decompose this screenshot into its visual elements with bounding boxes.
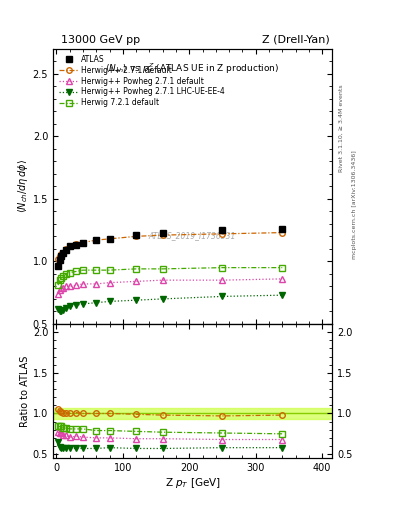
Legend: ATLAS, Herwig++ 2.7.1 default, Herwig++ Powheg 2.7.1 default, Herwig++ Powheg 2.: ATLAS, Herwig++ 2.7.1 default, Herwig++ … xyxy=(57,52,228,110)
Text: mcplots.cern.ch [arXiv:1306.3436]: mcplots.cern.ch [arXiv:1306.3436] xyxy=(352,151,357,259)
Text: ATLAS_2019_I1736531: ATLAS_2019_I1736531 xyxy=(149,231,236,240)
Bar xyxy=(53,408,332,419)
Text: Z (Drell-Yan): Z (Drell-Yan) xyxy=(263,35,330,45)
Text: Rivet 3.1.10, ≥ 3.4M events: Rivet 3.1.10, ≥ 3.4M events xyxy=(339,84,344,172)
Y-axis label: Ratio to ATLAS: Ratio to ATLAS xyxy=(20,355,30,427)
X-axis label: Z $p_{T}$ [GeV]: Z $p_{T}$ [GeV] xyxy=(165,476,220,490)
Text: $\langle N_{ch}\rangle$ vs $p_{T}^{Z}$ (ATLAS UE in Z production): $\langle N_{ch}\rangle$ vs $p_{T}^{Z}$ (… xyxy=(105,61,280,76)
Text: 13000 GeV pp: 13000 GeV pp xyxy=(61,35,140,45)
Y-axis label: $\langle N_{ch}/d\eta\, d\phi\rangle$: $\langle N_{ch}/d\eta\, d\phi\rangle$ xyxy=(16,159,30,214)
